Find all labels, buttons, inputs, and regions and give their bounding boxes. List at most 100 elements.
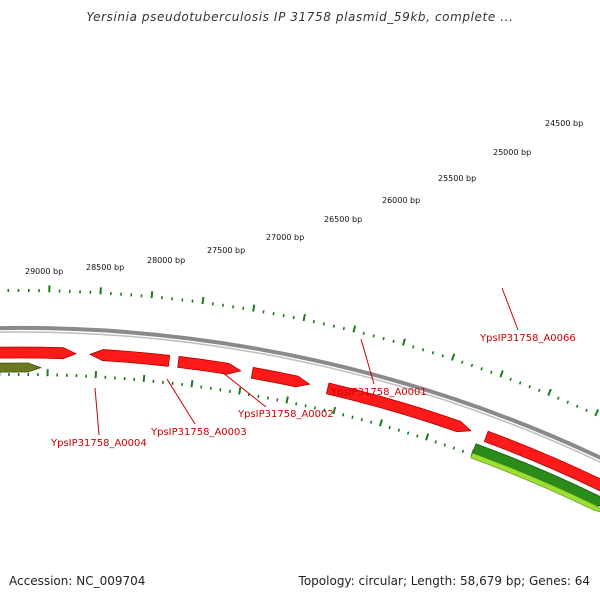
gene-arrow xyxy=(0,362,42,373)
outer-tick xyxy=(332,324,335,328)
outer-tick xyxy=(372,334,375,338)
tick-label: 27000 bp xyxy=(266,233,304,242)
inner-tick xyxy=(425,433,430,441)
plasmid-backbone xyxy=(0,325,600,463)
inner-tick xyxy=(142,374,146,382)
tick-label: 27500 bp xyxy=(207,246,245,255)
outer-tick xyxy=(451,353,456,361)
outer-tick xyxy=(547,388,552,397)
backbone-line xyxy=(0,325,600,460)
tick-label: 28500 bp xyxy=(86,263,124,272)
inner-tick xyxy=(434,440,437,444)
outer-tick xyxy=(470,363,474,368)
label-leader-lines xyxy=(94,287,519,436)
leader-line xyxy=(360,338,375,385)
inner-tick xyxy=(369,420,373,424)
tick-label: 26000 bp xyxy=(382,196,420,205)
outer-tick xyxy=(421,348,425,352)
tick-label: 24500 bp xyxy=(545,119,583,128)
gene-arrow xyxy=(88,349,171,367)
inner-tick xyxy=(257,394,260,398)
inner-tick xyxy=(342,413,345,417)
outer-tick xyxy=(431,351,435,355)
inner-tick xyxy=(238,387,242,395)
map-title: Yersinia pseudotuberculosis IP 31758 pla… xyxy=(86,10,514,24)
gene-labels: YpsIP31758_A0066 YpsIP31758_A0001 YpsIP3… xyxy=(50,333,576,449)
leader-line xyxy=(501,287,519,331)
outer-tick xyxy=(412,345,415,349)
gene-arrow xyxy=(470,452,600,513)
outer-tick xyxy=(566,400,570,404)
outer-tick xyxy=(352,325,357,333)
outer-tick xyxy=(585,408,588,413)
inner-tick xyxy=(443,443,447,447)
inner-tick xyxy=(313,406,317,410)
leader-line xyxy=(94,387,100,436)
gene-label[interactable]: YpsIP31758_A0001 xyxy=(330,387,427,398)
outer-tick xyxy=(362,331,365,336)
outer-tick xyxy=(528,384,532,389)
inner-tick xyxy=(461,449,465,454)
outer-tick xyxy=(252,304,256,312)
inner-tick xyxy=(285,396,289,404)
inner-tick xyxy=(388,425,391,430)
inner-tick xyxy=(379,419,383,427)
outer-tick xyxy=(322,322,325,326)
inner-tick xyxy=(304,404,307,408)
gene-track xyxy=(0,346,600,513)
gene-label[interactable]: YpsIP31758_A0066 xyxy=(479,333,576,344)
inner-tick xyxy=(397,428,401,432)
gene-label[interactable]: YpsIP31758_A0003 xyxy=(150,427,247,438)
outer-tick xyxy=(499,370,504,378)
gene-label[interactable]: YpsIP31758_A0002 xyxy=(237,409,334,420)
outer-tick xyxy=(509,377,512,381)
outer-tick xyxy=(392,339,395,343)
outer-tick xyxy=(518,381,522,385)
tick-label: 25000 bp xyxy=(493,148,531,157)
inner-tick xyxy=(295,402,298,406)
inner-tick xyxy=(360,418,363,422)
inner-tick xyxy=(276,398,279,402)
outer-tick xyxy=(201,296,205,305)
outer-tick xyxy=(480,367,483,371)
inner-tick xyxy=(452,446,456,450)
tick-label: 28000 bp xyxy=(147,256,185,265)
outer-tick xyxy=(272,312,275,316)
outer-tick xyxy=(460,360,464,364)
outer-tick xyxy=(441,354,444,358)
inner-tick-ring xyxy=(0,369,598,510)
gene-arrow xyxy=(483,430,600,492)
inner-tick xyxy=(323,408,326,412)
backbone-highlight xyxy=(0,331,600,463)
outer-tick xyxy=(282,313,285,318)
inner-tick xyxy=(351,415,354,419)
outer-tick xyxy=(302,313,306,322)
leader-line xyxy=(221,371,267,408)
gene-arrow xyxy=(250,366,311,388)
gene-arrow xyxy=(177,356,242,375)
outer-tick-ring xyxy=(7,285,600,417)
gene-arrow xyxy=(325,382,472,433)
gene-label[interactable]: YpsIP31758_A0004 xyxy=(50,438,147,449)
outer-tick xyxy=(575,404,579,408)
outer-tick xyxy=(556,396,560,400)
inner-tick xyxy=(416,434,419,438)
outer-tick xyxy=(382,336,385,341)
inner-tick xyxy=(266,396,269,400)
leader-line xyxy=(166,378,196,425)
outer-tick xyxy=(402,338,406,346)
outer-tick xyxy=(262,310,265,314)
tick-label: 26500 bp xyxy=(324,215,362,224)
outer-tick xyxy=(594,409,600,417)
inner-tick xyxy=(332,406,337,415)
outer-tick xyxy=(537,388,541,393)
inner-tick xyxy=(190,380,194,388)
outer-tick xyxy=(490,370,493,374)
outer-tick xyxy=(150,291,154,299)
accession-text: Accession: NC_009704 xyxy=(9,574,146,588)
topology-summary: Topology: circular; Length: 58,679 bp; G… xyxy=(298,574,590,588)
outer-tick xyxy=(312,320,315,324)
tick-label: 29000 bp xyxy=(25,267,63,276)
gene-arrow xyxy=(0,346,78,360)
